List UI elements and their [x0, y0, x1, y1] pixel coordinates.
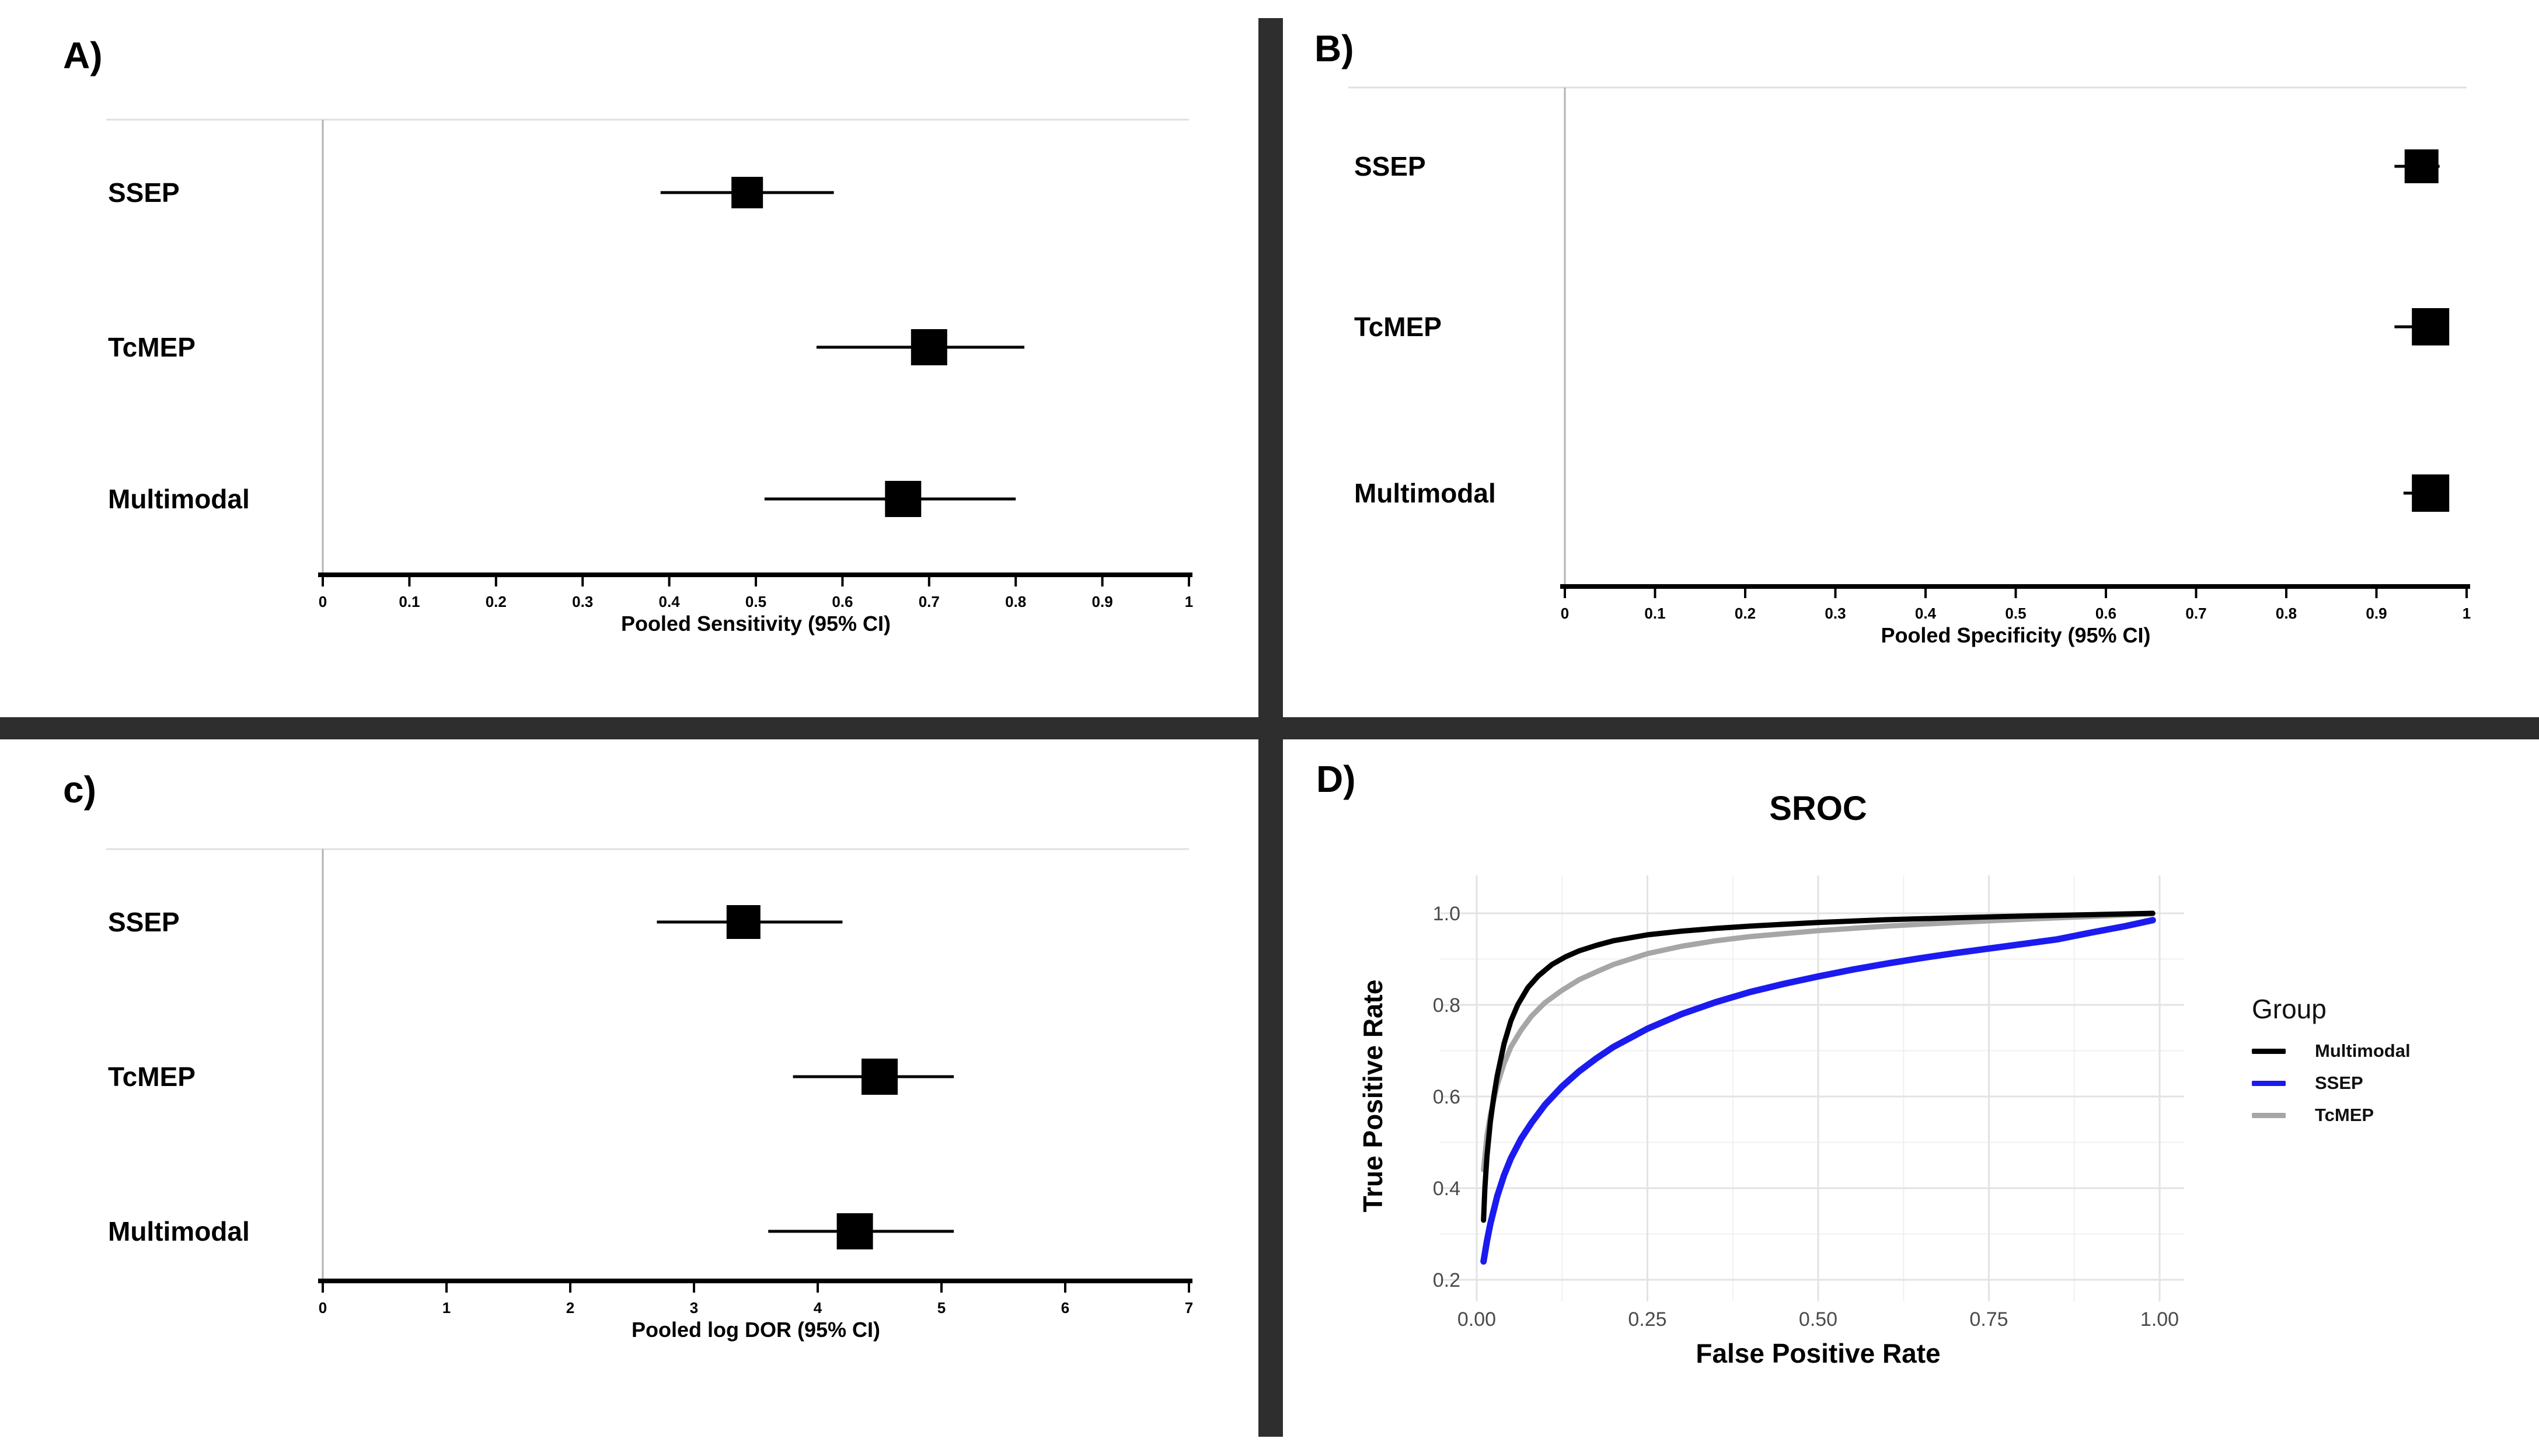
tick-label: 0.6 [1433, 1086, 1460, 1108]
row-label-multimodal: Multimodal [108, 484, 250, 514]
sroc-curve-multimodal [1481, 910, 2156, 1223]
panel-c-letter: c) [63, 769, 96, 811]
tick-label: 0.00 [1457, 1308, 1496, 1331]
estimate-marker [2412, 308, 2450, 345]
row-label-ssep: SSEP [1354, 151, 1426, 181]
estimate-marker [731, 177, 763, 208]
tick-label: 1 [2463, 605, 2471, 622]
row-label-ssep: SSEP [108, 907, 180, 937]
tick-label: 0.4 [1433, 1178, 1460, 1200]
tick-label: 0.2 [1735, 605, 1756, 622]
row-label-multimodal: Multimodal [1354, 478, 1496, 508]
multimodal-line-swatch [2252, 1048, 2286, 1054]
x-axis-title: Pooled log DOR (95% CI) [631, 1318, 881, 1342]
tick-label: 0.9 [1092, 593, 1113, 610]
tick-label: 7 [1185, 1299, 1193, 1317]
tick-label: 0.25 [1628, 1308, 1666, 1331]
tick-label: 0.7 [919, 593, 940, 610]
row-label-multimodal: Multimodal [108, 1216, 250, 1246]
tick-label: 0.2 [1433, 1269, 1460, 1291]
y-axis-title: True Positive Rate [1358, 979, 1388, 1213]
tick-label: 0 [1561, 605, 1569, 622]
x-axis-title: Pooled Sensitivity (95% CI) [620, 612, 891, 636]
panel-a-letter: A) [63, 34, 103, 76]
tick-label: 0 [319, 593, 327, 610]
tcmep-line-swatch [2252, 1112, 2286, 1118]
estimate-marker [885, 481, 922, 517]
tick-label: 2 [566, 1299, 574, 1317]
ssep-line-swatch [2252, 1080, 2286, 1086]
legend-label: SSEP [2315, 1073, 2363, 1093]
sroc-curve-tcmep [1481, 911, 2156, 1173]
tick-label: 0.75 [1969, 1308, 2008, 1331]
legend-title: Group [2252, 994, 2327, 1024]
divider-horizontal [0, 717, 2539, 739]
tick-label: 0.6 [2095, 605, 2116, 622]
legend-item-tcmep: TcMEP [2252, 1104, 2411, 1126]
tick-label: 0.3 [572, 593, 593, 610]
legend-item-multimodal: Multimodal [2252, 1040, 2411, 1062]
panel-b-letter: B) [1314, 27, 1354, 69]
tick-label: 0.8 [2276, 605, 2297, 622]
tick-label: 3 [690, 1299, 698, 1317]
tick-label: 0.8 [1433, 994, 1460, 1017]
estimate-marker [2412, 474, 2450, 512]
tick-label: 0.8 [1005, 593, 1026, 610]
tick-label: 0.9 [2366, 605, 2387, 622]
estimate-marker [836, 1213, 873, 1249]
tick-label: 0.2 [486, 593, 507, 610]
tick-label: 0.1 [399, 593, 420, 610]
row-label-ssep: SSEP [108, 177, 180, 208]
tick-label: 1.0 [1433, 903, 1460, 925]
tick-label: 0.7 [2185, 605, 2206, 622]
row-label-tcmep: TcMEP [1354, 312, 1442, 342]
tick-label: 0.4 [1915, 605, 1937, 622]
tick-label: 6 [1061, 1299, 1069, 1317]
tick-label: 0 [319, 1299, 327, 1317]
tick-label: 1 [442, 1299, 451, 1317]
tick-label: 1 [1185, 593, 1193, 610]
x-axis-title: Pooled Specificity (95% CI) [1881, 623, 2151, 647]
tick-label: 0.50 [1799, 1308, 1837, 1331]
tick-label: 0.1 [1644, 605, 1665, 622]
x-axis-title: False Positive Rate [1696, 1338, 1941, 1368]
legend-label: TcMEP [2315, 1105, 2374, 1125]
tick-label: 0.5 [2005, 605, 2026, 622]
tick-label: 1.00 [2140, 1308, 2179, 1331]
estimate-marker [911, 329, 947, 365]
tick-label: 0.6 [832, 593, 853, 610]
row-label-tcmep: TcMEP [108, 1062, 196, 1092]
tick-label: 5 [937, 1299, 946, 1317]
sroc-plot-title: SROC [1769, 790, 1867, 827]
panel-d-letter: D) [1316, 758, 1356, 800]
legend-label: Multimodal [2315, 1041, 2411, 1061]
legend-item-ssep: SSEP [2252, 1072, 2411, 1094]
estimate-marker [2404, 149, 2439, 183]
estimate-marker [726, 905, 761, 939]
tick-label: 0.3 [1825, 605, 1846, 622]
sroc-curve-ssep [1480, 917, 2156, 1265]
estimate-marker [862, 1059, 898, 1095]
legend: Group Multimodal SSEP TcMEP [2252, 993, 2411, 1136]
tick-label: 0.5 [745, 593, 766, 610]
tick-label: 4 [814, 1299, 822, 1317]
tick-label: 0.4 [659, 593, 681, 610]
row-label-tcmep: TcMEP [108, 332, 196, 362]
